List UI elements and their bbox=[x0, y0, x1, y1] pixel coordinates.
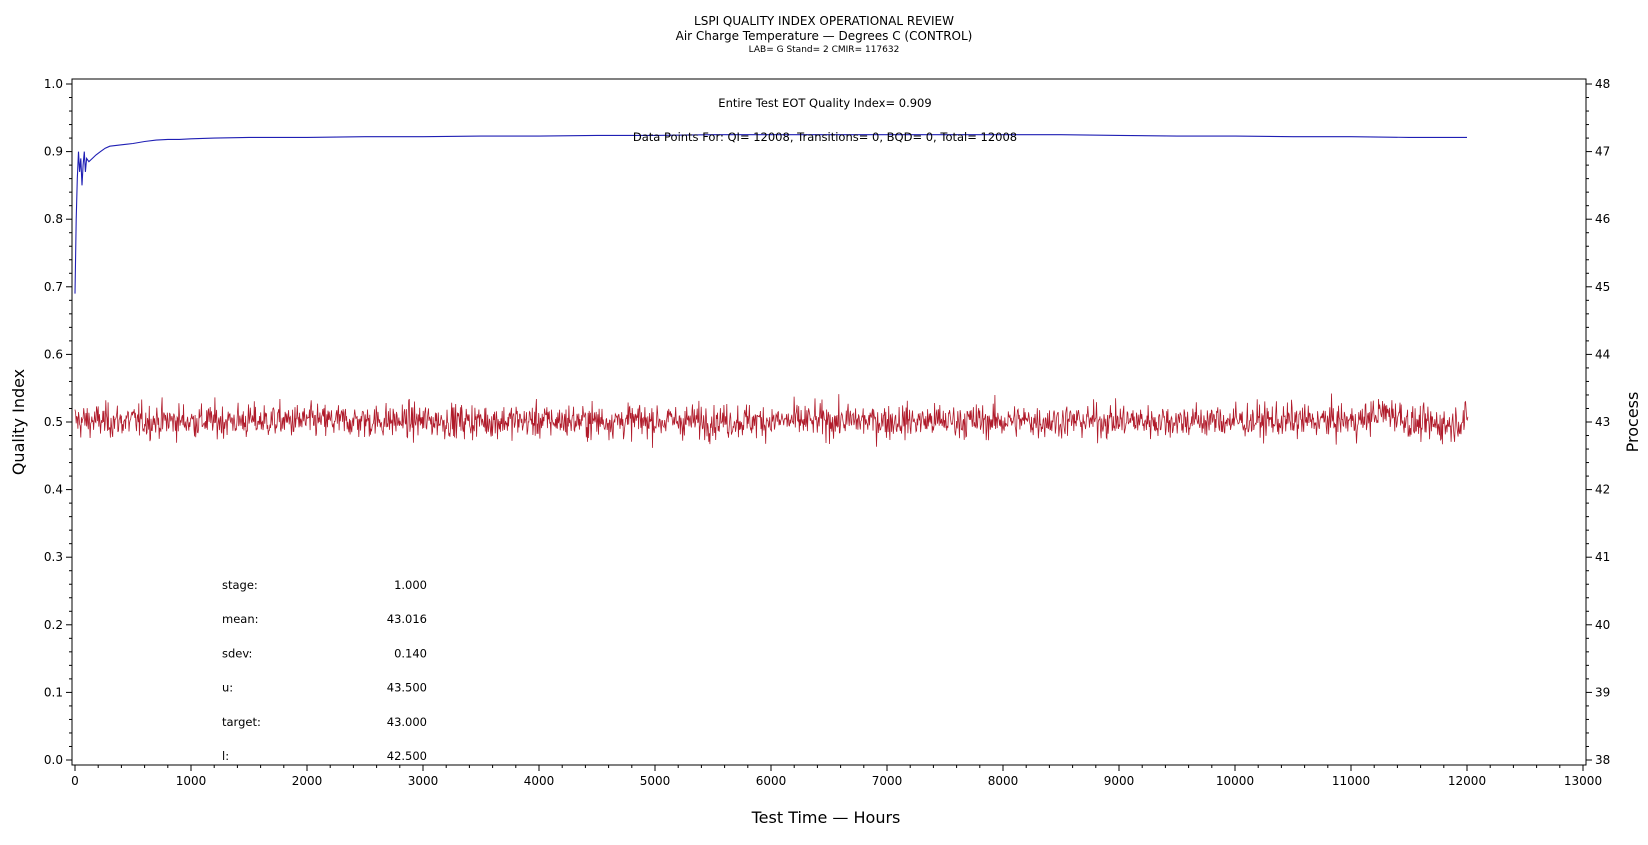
y2-tick-label: 48 bbox=[1595, 77, 1610, 91]
y-tick-label: 1.0 bbox=[44, 77, 63, 91]
x-tick-label: 10000 bbox=[1216, 774, 1254, 788]
x-tick-label: 5000 bbox=[640, 774, 671, 788]
x-tick-label: 13000 bbox=[1564, 774, 1602, 788]
y-tick-label: 0.0 bbox=[44, 753, 63, 767]
x-tick-label: 12000 bbox=[1448, 774, 1486, 788]
y2-axis-label: Process bbox=[1623, 392, 1642, 453]
y2-tick-label: 44 bbox=[1595, 347, 1610, 361]
x-tick-label: 0 bbox=[71, 774, 79, 788]
stat-value: 1.000 bbox=[394, 578, 427, 592]
stat-value: 43.016 bbox=[387, 612, 427, 626]
stat-value: 0.140 bbox=[394, 646, 427, 660]
y2-tick-label: 39 bbox=[1595, 685, 1610, 699]
x-tick-label: 9000 bbox=[1104, 774, 1135, 788]
chart-subtitle: Air Charge Temperature — Degrees C (CONT… bbox=[676, 29, 973, 43]
stat-label: u: bbox=[222, 681, 233, 695]
stat-label: mean: bbox=[222, 612, 259, 626]
y-axis-label: Quality Index bbox=[9, 369, 28, 475]
y-tick-label: 0.9 bbox=[44, 145, 63, 159]
x-tick-label: 7000 bbox=[872, 774, 903, 788]
y-tick-label: 0.7 bbox=[44, 280, 63, 294]
x-tick-label: 2000 bbox=[292, 774, 323, 788]
stat-label: l: bbox=[222, 749, 229, 763]
x-tick-label: 4000 bbox=[524, 774, 555, 788]
stat-value: 43.500 bbox=[387, 681, 427, 695]
y-tick-label: 0.5 bbox=[44, 415, 63, 429]
eot-quality-annotation: Entire Test EOT Quality Index= 0.909 bbox=[718, 96, 931, 110]
stat-label: target: bbox=[222, 715, 261, 729]
stat-label: stage: bbox=[222, 578, 258, 592]
y-tick-label: 0.8 bbox=[44, 212, 63, 226]
x-tick-label: 11000 bbox=[1332, 774, 1370, 788]
y-tick-label: 0.2 bbox=[44, 618, 63, 632]
y2-tick-label: 40 bbox=[1595, 618, 1610, 632]
y-tick-label: 0.1 bbox=[44, 685, 63, 699]
chart-subtitle-lab: LAB= G Stand= 2 CMIR= 117632 bbox=[749, 45, 900, 55]
stat-value: 43.000 bbox=[387, 715, 427, 729]
x-tick-label: 1000 bbox=[176, 774, 207, 788]
chart-title: LSPI QUALITY INDEX OPERATIONAL REVIEW bbox=[694, 14, 954, 28]
quality-index-line bbox=[74, 134, 1467, 294]
process-line bbox=[74, 393, 1469, 448]
y-tick-label: 0.3 bbox=[44, 550, 63, 564]
process-series-line bbox=[74, 393, 1469, 448]
x-tick-label: 6000 bbox=[756, 774, 787, 788]
data-points-annotation: Data Points For: QI= 12008, Transitions=… bbox=[633, 130, 1017, 144]
x-tick-label: 3000 bbox=[408, 774, 439, 788]
stats-table: stage: 1.000 mean: 43.016 sdev: 0.140 u: 43.500… bbox=[222, 578, 427, 763]
stat-label: sdev: bbox=[222, 646, 252, 660]
y2-tick-label: 46 bbox=[1595, 212, 1610, 226]
y2-tick-label: 43 bbox=[1595, 415, 1610, 429]
x-axis: 0 1000 2000 3000 4000 5000 6000 7000 8000 9000 100… bbox=[71, 765, 1602, 788]
y-tick-label: 0.4 bbox=[44, 483, 63, 497]
y-axis-right: 38 39 40 41 42 43 44 45 46 47 48 bbox=[1586, 77, 1610, 767]
y2-tick-label: 38 bbox=[1595, 753, 1610, 767]
y-axis-left: 0.0 0.1 0.2 0.3 0.4 0.5 0.6 0.7 0.8 0.9 1.0 bbox=[44, 77, 72, 767]
y2-tick-label: 41 bbox=[1595, 550, 1610, 564]
y2-tick-label: 42 bbox=[1595, 483, 1610, 497]
y-tick-label: 0.6 bbox=[44, 347, 63, 361]
x-axis-label: Test Time — Hours bbox=[751, 808, 901, 827]
stat-value: 42.500 bbox=[387, 749, 427, 763]
quality-index-series-line bbox=[74, 134, 1467, 294]
x-tick-label: 8000 bbox=[988, 774, 1019, 788]
y2-tick-label: 47 bbox=[1595, 145, 1610, 159]
y2-tick-label: 45 bbox=[1595, 280, 1610, 294]
